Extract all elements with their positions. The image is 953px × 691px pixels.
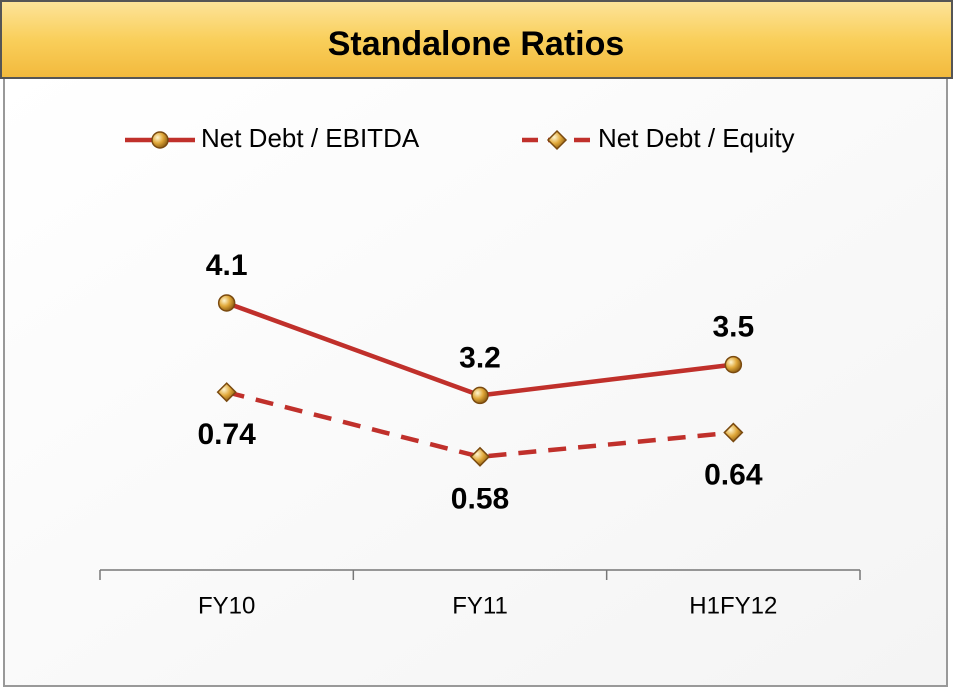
legend-label: Net Debt / EBITDA [201, 123, 420, 153]
series-line [226, 389, 734, 460]
data-label: 0.64 [704, 458, 763, 491]
legend-marker [151, 131, 169, 149]
data-label: 3.2 [459, 341, 501, 374]
title-bar [0, 0, 953, 79]
data-label: 3.5 [712, 311, 754, 344]
marker [469, 446, 491, 467]
x-tick-label: FY11 [452, 592, 508, 619]
marker [723, 422, 744, 443]
x-tick-label: H1FY12 [689, 592, 777, 619]
legend-label: Net Debt / Equity [598, 123, 795, 153]
plot-frame [3, 77, 948, 687]
marker [724, 355, 743, 374]
marker [216, 382, 237, 403]
marker [471, 386, 489, 405]
x-tick-label: FY10 [198, 592, 255, 619]
legend-marker [546, 129, 568, 151]
chart-title: Standalone Ratios [328, 25, 625, 63]
data-label: 0.74 [197, 418, 256, 451]
data-label: 0.58 [451, 483, 509, 516]
marker [217, 294, 236, 312]
data-label: 4.1 [206, 249, 248, 282]
